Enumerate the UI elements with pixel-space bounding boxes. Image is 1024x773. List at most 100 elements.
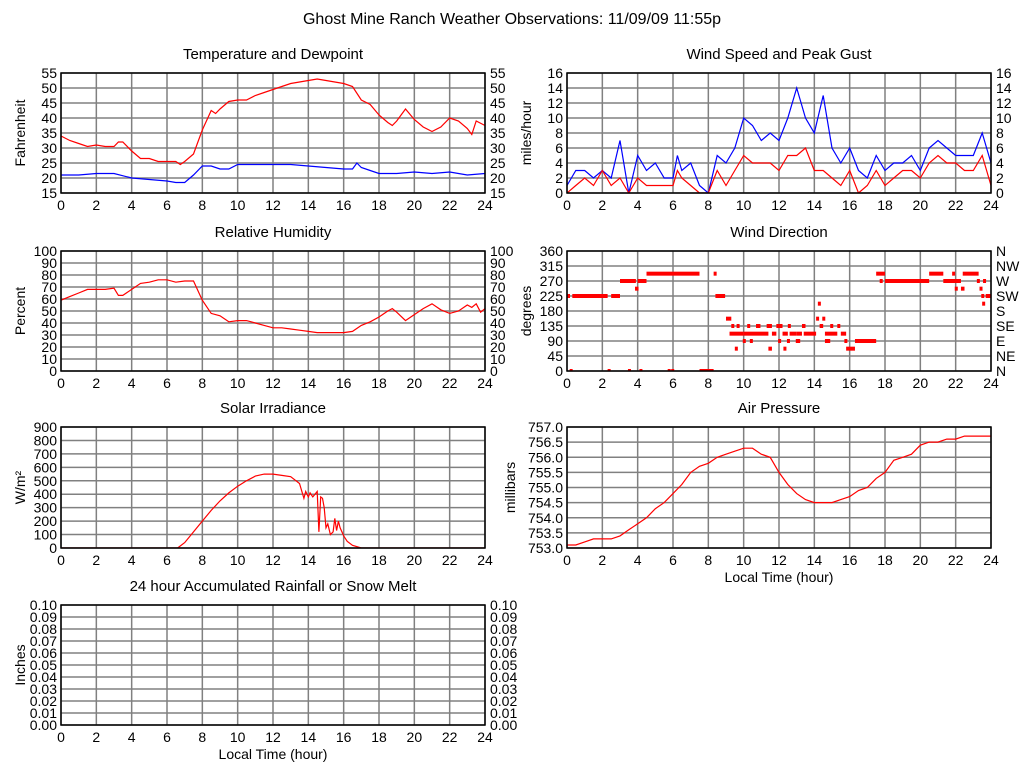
direction-point (569, 369, 573, 371)
direction-point (819, 324, 824, 328)
direction-point (885, 279, 930, 283)
y-tick-label: 10 (41, 351, 57, 367)
x-tick-label: 14 (301, 197, 317, 213)
chart-title: Solar Irradiance (220, 400, 326, 417)
x-tick-label: 12 (265, 197, 281, 213)
y-tick-label-right: 4 (996, 155, 1004, 171)
x-tick-label: 20 (407, 197, 423, 213)
x-tick-label: 22 (442, 375, 458, 391)
series-line-temperature (61, 78, 485, 166)
direction-point (960, 286, 965, 291)
x-tick-label: 6 (669, 197, 677, 213)
direction-point (734, 346, 738, 351)
chart-title: Wind Direction (730, 224, 828, 241)
x-tick-label: 10 (230, 375, 246, 391)
direction-point (766, 324, 772, 328)
chart-title: 24 hour Accumulated Rainfall or Snow Mel… (130, 578, 418, 595)
y-tick-label: 35 (41, 125, 57, 141)
x-tick-label: 2 (92, 552, 100, 568)
x-tick-label: 0 (563, 552, 571, 568)
direction-point (646, 271, 700, 276)
x-tick-label: 0 (57, 552, 65, 568)
x-tick-label: 12 (771, 375, 787, 391)
x-tick-label: 16 (842, 375, 858, 391)
direction-point (952, 271, 956, 276)
y-tick-label: 40 (41, 110, 57, 126)
series-line-relative-humidity (61, 279, 485, 334)
direction-point (567, 294, 570, 298)
x-tick-label: 24 (477, 375, 493, 391)
y-tick-label: 0.05 (30, 657, 57, 673)
direction-point (822, 316, 826, 321)
plot-frame (566, 72, 992, 194)
y-tick-label-right: 0.01 (490, 705, 517, 721)
y-tick-label-right: 16 (996, 65, 1012, 81)
main-title: Ghost Mine Ranch Weather Observations: 1… (303, 11, 721, 28)
y-tick-label-right: 0.05 (490, 657, 517, 673)
x-tick-label: 22 (948, 197, 964, 213)
y-tick-label: 30 (41, 327, 57, 343)
x-tick-label: 4 (634, 197, 642, 213)
direction-point (699, 369, 714, 371)
x-tick-label: 2 (598, 375, 606, 391)
direction-point (985, 294, 991, 298)
x-tick-label: 16 (336, 197, 352, 213)
direction-point (879, 279, 883, 283)
y-tick-label-right: 70 (490, 279, 506, 295)
y-tick-label: 12 (547, 95, 563, 111)
y-tick-label-right: 15 (490, 185, 506, 201)
y-tick-label-right: 0.03 (490, 681, 517, 697)
y-tick-label: 0.06 (30, 645, 57, 661)
y-tick-label-right: 10 (490, 351, 506, 367)
y-tick-label-right: 14 (996, 80, 1012, 96)
direction-point (876, 271, 885, 276)
direction-point (749, 339, 753, 343)
y-tick-label: 50 (41, 303, 57, 319)
y-tick-label-right: 30 (490, 140, 506, 156)
direction-point (771, 331, 777, 336)
direction-point (786, 339, 790, 343)
x-tick-label: 24 (477, 552, 493, 568)
direction-point (840, 331, 847, 336)
y-tick-label: 2 (555, 170, 563, 186)
y-tick-label: 270 (540, 273, 564, 289)
y-tick-label-right: 45 (490, 95, 506, 111)
y-tick-label: 400 (34, 486, 58, 502)
chart-title: Temperature and Dewpoint (183, 46, 364, 63)
y-tick-label-right: N (996, 243, 1006, 259)
y-tick-label-right: 0.00 (490, 717, 517, 733)
direction-point (671, 369, 675, 371)
direction-point (976, 279, 980, 283)
y-axis-label: W/m² (12, 470, 28, 504)
y-tick-label-right: 6 (996, 140, 1004, 156)
y-tick-label-right: S (996, 303, 1005, 319)
y-tick-label: 70 (41, 279, 57, 295)
y-tick-label: 135 (540, 318, 564, 334)
direction-point (954, 286, 958, 291)
direction-point (983, 279, 987, 283)
x-tick-label: 24 (477, 197, 493, 213)
y-tick-label: 755.5 (528, 464, 563, 480)
y-tick-label: 0.08 (30, 621, 57, 637)
x-tick-label: 4 (634, 552, 642, 568)
y-tick-label: 0.10 (30, 597, 57, 613)
chart-title: Air Pressure (738, 400, 821, 417)
y-tick-label-right: W (996, 273, 1010, 289)
x-tick-label: 20 (913, 375, 929, 391)
y-tick-label: 755.0 (528, 480, 563, 496)
y-tick-label-right: 2 (996, 170, 1004, 186)
y-tick-label-right: 30 (490, 327, 506, 343)
x-tick-label: 4 (128, 375, 136, 391)
y-tick-label: 753.0 (528, 540, 563, 556)
y-tick-label-right: 10 (996, 110, 1012, 126)
y-tick-label: 16 (547, 65, 563, 81)
x-tick-label: 16 (336, 375, 352, 391)
y-tick-label-right: N (996, 363, 1006, 379)
y-tick-label: 757.0 (528, 419, 563, 435)
y-tick-label: 754.5 (528, 495, 563, 511)
y-tick-label: 0 (49, 540, 57, 556)
y-tick-label: 20 (41, 339, 57, 355)
